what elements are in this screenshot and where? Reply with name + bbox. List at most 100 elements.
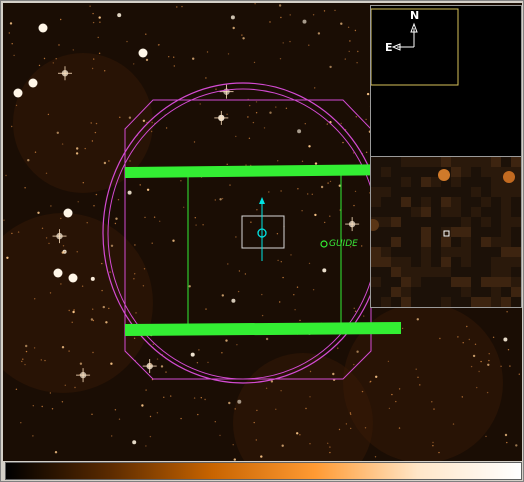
bright-star bbox=[53, 268, 63, 278]
magnifier-pixel bbox=[421, 297, 431, 307]
star bbox=[265, 387, 268, 389]
star bbox=[269, 21, 271, 23]
magnifier-pixel bbox=[491, 197, 501, 207]
magnifier-pixel bbox=[371, 157, 381, 167]
star bbox=[329, 451, 331, 454]
magnifier-pixel bbox=[431, 287, 441, 297]
star bbox=[152, 343, 154, 345]
magnifier-pixel bbox=[451, 247, 461, 257]
magnifier-pixel bbox=[501, 237, 511, 247]
magnifier-pixel bbox=[431, 187, 441, 197]
magnifier-pixel bbox=[401, 237, 411, 247]
magnifier-pixel bbox=[461, 297, 471, 307]
star bbox=[135, 312, 137, 314]
magnifier-pixel bbox=[391, 237, 401, 247]
star bbox=[395, 400, 397, 403]
star bbox=[236, 344, 238, 346]
star bbox=[309, 396, 311, 398]
star bbox=[205, 308, 207, 310]
magnifier-pixel bbox=[461, 167, 471, 177]
star bbox=[261, 314, 264, 317]
star bbox=[265, 337, 269, 341]
star bbox=[170, 395, 172, 397]
magnifier-pixel bbox=[391, 157, 401, 167]
field-of-view-outline[interactable] bbox=[124, 99, 372, 380]
upper-slit-bar[interactable] bbox=[125, 164, 401, 178]
magnifier-pixel bbox=[451, 197, 461, 207]
star bbox=[350, 413, 352, 415]
magnifier-pixel bbox=[471, 267, 481, 277]
star bbox=[51, 408, 54, 410]
star bbox=[289, 40, 291, 43]
magnifier-pixel bbox=[481, 187, 491, 197]
star bbox=[34, 151, 37, 153]
magnifier-cursor bbox=[443, 230, 450, 237]
magnifier-pixel bbox=[431, 267, 441, 277]
magnifier-pixel bbox=[481, 287, 491, 297]
magnifier-pixel bbox=[511, 257, 521, 267]
magnifier-pixel bbox=[381, 227, 391, 237]
magnifier-pixel bbox=[411, 237, 421, 247]
star bbox=[71, 321, 73, 323]
magnifier-pixel bbox=[371, 207, 381, 217]
magnifier-pixel bbox=[401, 227, 411, 237]
magnifier-pixel bbox=[411, 197, 421, 207]
star bbox=[139, 184, 141, 186]
magnifier-pixel bbox=[511, 287, 521, 297]
panner-view[interactable] bbox=[370, 6, 521, 156]
star bbox=[90, 122, 92, 124]
star bbox=[354, 29, 357, 32]
magnifier-pixel bbox=[451, 267, 461, 277]
magnifier-pixel bbox=[451, 177, 461, 187]
magnifier-pixel bbox=[501, 247, 511, 257]
nebula-glow bbox=[13, 53, 153, 193]
star bbox=[126, 40, 128, 43]
guide-star-marker[interactable] bbox=[320, 240, 328, 248]
magnifier-pixel bbox=[371, 167, 381, 177]
star bbox=[504, 433, 508, 437]
magnifier-pixel bbox=[411, 157, 421, 167]
star bbox=[255, 439, 257, 441]
star bbox=[145, 389, 147, 391]
star bbox=[301, 160, 304, 162]
magnifier-pixel bbox=[461, 267, 471, 277]
magnifier-pixel bbox=[511, 217, 521, 227]
magnifier-pixel bbox=[391, 277, 401, 287]
star bbox=[304, 123, 306, 125]
star bbox=[49, 392, 52, 394]
star bbox=[214, 421, 216, 423]
magnifier-pixel bbox=[461, 227, 471, 237]
star bbox=[81, 285, 84, 287]
target-marker[interactable] bbox=[257, 228, 267, 238]
star bbox=[95, 193, 98, 196]
panner-panel[interactable]: N E bbox=[370, 5, 522, 157]
lower-slit-bar[interactable] bbox=[125, 322, 401, 336]
panner-view-box[interactable] bbox=[370, 8, 459, 86]
colorbar-gradient bbox=[6, 463, 521, 479]
colorbar[interactable] bbox=[5, 462, 522, 480]
star bbox=[151, 121, 153, 124]
star bbox=[221, 197, 224, 200]
star bbox=[311, 193, 313, 195]
target-box[interactable] bbox=[241, 215, 285, 249]
star bbox=[92, 21, 95, 24]
star bbox=[93, 58, 95, 60]
star bbox=[55, 58, 57, 60]
bright-star bbox=[63, 208, 73, 218]
star bbox=[27, 159, 30, 162]
star bbox=[40, 359, 42, 361]
star-field bbox=[3, 3, 520, 461]
star bbox=[486, 391, 489, 394]
magnifier-pixel bbox=[481, 227, 491, 237]
star bbox=[280, 16, 282, 19]
magnifier-pixel bbox=[501, 267, 511, 277]
magnifier-pixel bbox=[481, 197, 491, 207]
star bbox=[32, 435, 34, 437]
star bbox=[190, 352, 195, 357]
magnifier-pixel bbox=[381, 187, 391, 197]
star bbox=[231, 298, 236, 303]
star bbox=[260, 455, 263, 458]
star bbox=[254, 3, 256, 5]
magnifier-pixel bbox=[411, 297, 421, 307]
star bbox=[195, 224, 197, 226]
